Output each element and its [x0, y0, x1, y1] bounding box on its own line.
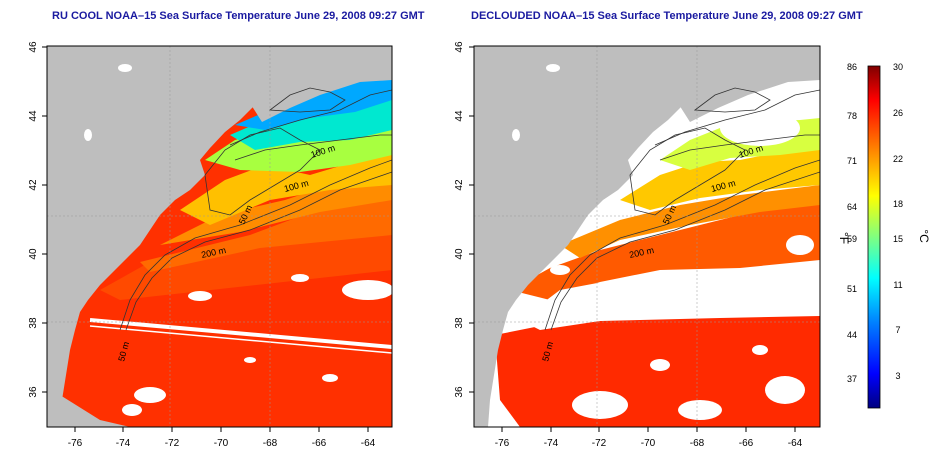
colorbar-scale — [867, 65, 881, 409]
left-lat-tick: 36 — [28, 386, 39, 398]
colorbar-c-tick: 26 — [893, 108, 903, 118]
left-grid — [47, 46, 392, 427]
left-lake — [118, 64, 132, 72]
left-swath-gap — [89, 318, 392, 349]
right-lake — [546, 64, 560, 72]
colorbar-f-tick: 59 — [847, 234, 857, 244]
colorbar-c-tick: 30 — [893, 62, 903, 72]
left-map-field — [47, 46, 392, 427]
colorbar-f-tick: 71 — [847, 156, 857, 166]
right-lat-tick: 44 — [454, 110, 465, 122]
left-lon-tick: -74 — [116, 438, 131, 449]
right-lon-tick: -74 — [544, 438, 559, 449]
right-panel-title: DECLOUDED NOAA–15 Sea Surface Temperatur… — [471, 10, 863, 22]
left-map: 100 m 100 m 50 m 200 m 50 m -76 -74 -72 … — [28, 41, 393, 449]
left-lake-2 — [84, 129, 92, 141]
left-lat-tick: 42 — [28, 179, 39, 191]
left-lon-tick: -64 — [361, 438, 376, 449]
left-lon-tick: -70 — [214, 438, 229, 449]
colorbar-f-tick: 37 — [847, 374, 857, 384]
right-lat-tick: 36 — [454, 386, 465, 398]
right-nova-scotia — [676, 58, 820, 122]
left-lon-tick: -66 — [312, 438, 327, 449]
left-lon-axis: -76 -74 -72 -70 -68 -66 -64 — [68, 427, 376, 449]
colorbar: 86 78 71 64 59 51 44 37 30 26 22 18 15 1… — [837, 62, 931, 409]
right-lat-tick: 46 — [454, 41, 465, 53]
right-lat-axis: 36 38 40 42 44 46 — [454, 41, 474, 398]
left-lon-tick: -68 — [263, 438, 278, 449]
right-gom-warm — [620, 148, 820, 210]
left-lat-tick: 40 — [28, 248, 39, 260]
right-lon-tick: -70 — [641, 438, 656, 449]
colorbar-f-label: °F — [837, 232, 851, 244]
left-map-frame — [46, 45, 393, 428]
colorbar-f-tick: 64 — [847, 202, 857, 212]
left-southern-coast — [47, 380, 130, 427]
left-lat-tick: 38 — [28, 317, 39, 329]
right-map-field — [474, 46, 820, 427]
right-map-frame — [473, 45, 821, 428]
right-lat-tick: 42 — [454, 179, 465, 191]
left-land-mass — [47, 46, 392, 427]
right-lat-tick: 38 — [454, 317, 465, 329]
left-panel-title: RU COOL NOAA–15 Sea Surface Temperature … — [52, 10, 425, 22]
right-lon-axis: -76 -74 -72 -70 -68 -66 -64 — [495, 427, 803, 449]
left-lon-tick: -76 — [68, 438, 83, 449]
colorbar-c-tick: 22 — [893, 154, 903, 164]
left-orange-band — [100, 230, 392, 300]
left-gom-warm — [180, 150, 392, 225]
left-swath-gap-2 — [89, 325, 392, 354]
right-lon-tick: -68 — [690, 438, 705, 449]
colorbar-f-tick: 44 — [847, 330, 857, 340]
colorbar-f-tick: 78 — [847, 111, 857, 121]
left-amber-band — [160, 180, 392, 245]
right-orange-band — [510, 198, 820, 300]
right-lake-2 — [512, 129, 520, 141]
left-lat-tick: 46 — [28, 41, 39, 53]
right-map: 100 m 100 m 50 m 200 m 50 m -76 -74 -72 … — [454, 41, 821, 449]
colorbar-f-tick: 51 — [847, 284, 857, 294]
right-cloud-gaps — [520, 110, 820, 420]
right-grid — [474, 46, 820, 427]
right-amber-band — [560, 185, 820, 258]
left-lat-axis: 36 38 40 42 44 46 — [28, 41, 47, 398]
left-cold-zone — [235, 78, 392, 130]
colorbar-c-tick: 15 — [893, 234, 903, 244]
right-lat-tick: 40 — [454, 248, 465, 260]
colorbar-c-tick: 11 — [893, 280, 902, 290]
colorbar-f-ticks: 86 78 71 64 59 51 44 37 — [847, 62, 857, 384]
colorbar-c-tick: 7 — [895, 325, 900, 335]
left-lon-tick: -72 — [165, 438, 180, 449]
right-lon-tick: -76 — [495, 438, 510, 449]
colorbar-c-tick: 18 — [893, 199, 903, 209]
left-lat-tick: 44 — [28, 110, 39, 122]
right-warm-water — [495, 316, 820, 427]
left-bathymetry-contours — [119, 87, 392, 331]
right-lon-tick: -64 — [788, 438, 803, 449]
colorbar-c-tick: 3 — [895, 371, 900, 381]
right-land-mass — [474, 46, 820, 427]
right-lon-tick: -66 — [739, 438, 754, 449]
left-cloud-patches — [122, 274, 392, 416]
colorbar-c-ticks: 30 26 22 18 15 11 7 3 — [893, 62, 903, 381]
right-lon-tick: -72 — [592, 438, 607, 449]
right-bathymetry-contours — [544, 87, 820, 331]
colorbar-f-tick: 86 — [847, 62, 857, 72]
colorbar-c-label: °C — [917, 229, 931, 243]
